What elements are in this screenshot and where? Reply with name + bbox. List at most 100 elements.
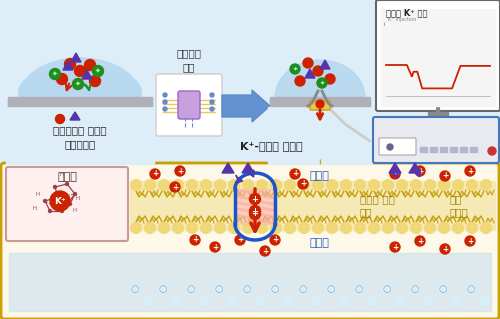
Polygon shape [82,70,92,79]
Circle shape [210,107,214,111]
Text: +: + [392,242,398,251]
Text: +: + [300,180,306,189]
Text: +: + [467,167,473,175]
Circle shape [354,284,364,294]
Circle shape [54,186,56,189]
Polygon shape [305,69,315,78]
Bar [270,97,370,106]
Circle shape [214,222,226,234]
Text: 증폭된 K⁺ 신호: 증폭된 K⁺ 신호 [386,8,428,17]
Text: 친수성: 친수성 [310,238,330,248]
Polygon shape [275,60,365,98]
Text: +: + [212,242,218,251]
Circle shape [295,76,305,86]
Text: H: H [33,206,37,211]
Circle shape [298,179,308,189]
Text: ○: ○ [131,284,139,294]
Text: +: + [442,244,448,254]
Text: +: + [172,182,178,191]
Text: ○: ○ [383,284,391,294]
Bar [8,91,152,164]
Circle shape [396,180,407,190]
Circle shape [311,296,321,306]
Circle shape [368,222,380,234]
Circle shape [200,180,211,190]
Circle shape [465,236,475,246]
Circle shape [410,180,422,190]
Circle shape [284,180,296,190]
Circle shape [440,171,450,181]
Text: 지질
이중막: 지질 이중막 [450,194,469,218]
Text: ✦: ✦ [95,68,101,74]
FancyBboxPatch shape [1,163,499,319]
Circle shape [84,60,96,70]
Text: ○: ○ [271,284,279,294]
Circle shape [44,199,46,203]
Circle shape [190,235,200,245]
Bar [6,107,154,164]
Circle shape [270,284,280,294]
Circle shape [480,180,492,190]
Circle shape [242,222,254,234]
Circle shape [424,180,436,190]
Bar [428,112,448,117]
Text: +: + [417,167,423,175]
Circle shape [90,76,101,86]
Text: H: H [73,209,77,213]
Circle shape [452,222,464,234]
Bar [450,147,457,152]
FancyArrow shape [222,90,270,122]
Circle shape [326,284,336,294]
Circle shape [283,296,293,306]
Circle shape [395,296,405,306]
Bar [270,98,370,107]
Text: ○: ○ [355,284,363,294]
Text: 이온채널
모사: 이온채널 모사 [176,48,202,72]
Circle shape [130,284,140,294]
Circle shape [144,222,156,234]
Circle shape [438,222,450,234]
Bar [420,147,427,152]
Circle shape [390,242,400,252]
Polygon shape [320,60,330,69]
Circle shape [382,222,394,234]
Circle shape [451,296,461,306]
Bar [9,253,491,311]
Text: ✦: ✦ [320,80,324,85]
Text: 구아닌: 구아닌 [57,172,77,182]
Polygon shape [242,163,254,173]
Circle shape [74,65,86,77]
Text: ○: ○ [159,284,167,294]
FancyBboxPatch shape [373,117,499,163]
Circle shape [144,180,156,190]
Text: ○: ○ [411,284,419,294]
Circle shape [313,66,323,76]
Circle shape [410,284,420,294]
Circle shape [64,58,76,70]
Circle shape [438,180,450,190]
Circle shape [50,69,60,79]
Circle shape [382,284,392,294]
Circle shape [175,166,185,176]
Circle shape [260,246,270,256]
Text: ○: ○ [327,284,335,294]
Circle shape [242,180,254,190]
Bar [0,0,500,164]
Circle shape [466,284,476,294]
Circle shape [172,180,184,190]
Circle shape [214,284,224,294]
Text: ○: ○ [243,284,252,294]
Bar [270,107,370,159]
Text: +: + [262,247,268,256]
Circle shape [424,222,436,234]
Circle shape [298,180,310,190]
Bar [236,189,274,224]
Circle shape [340,180,351,190]
Bar [8,107,152,159]
Circle shape [250,209,260,219]
Text: K⁺ injection: K⁺ injection [388,18,416,23]
Circle shape [480,222,492,234]
Circle shape [303,58,313,68]
Circle shape [316,100,324,108]
Circle shape [354,222,366,234]
